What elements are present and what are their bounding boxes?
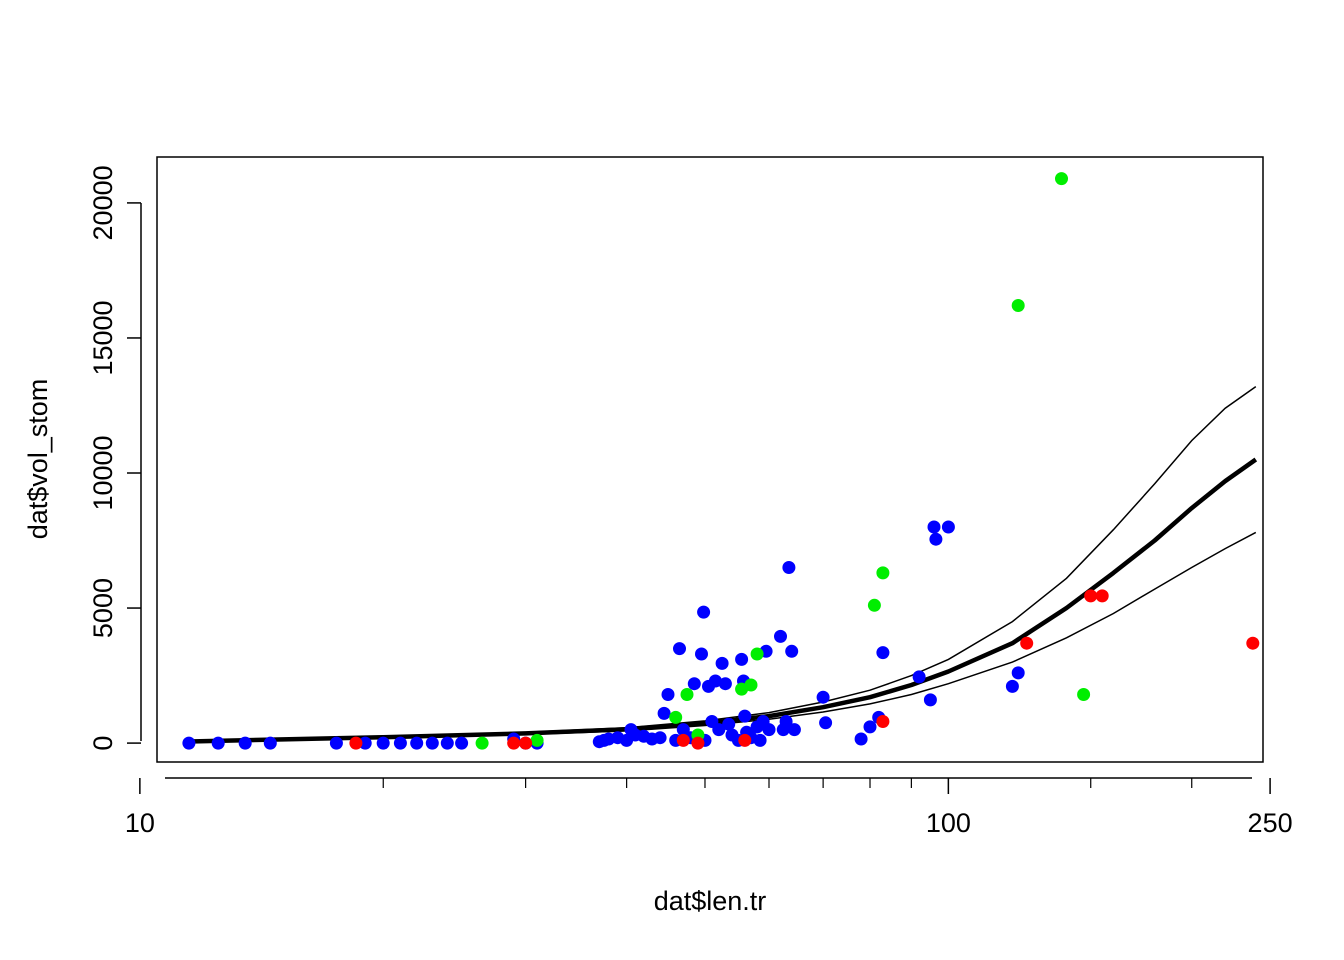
green-point bbox=[1077, 688, 1091, 701]
blue-point bbox=[753, 733, 767, 747]
green-point bbox=[1011, 299, 1025, 312]
blue-point bbox=[927, 520, 941, 534]
red-point bbox=[1095, 589, 1109, 603]
x-tick-label: 10 bbox=[125, 808, 155, 838]
y-tick-label: 5000 bbox=[88, 578, 118, 638]
blue-point bbox=[657, 706, 671, 720]
blue-point bbox=[816, 690, 830, 704]
green-point bbox=[475, 736, 489, 750]
red-point bbox=[1246, 636, 1260, 650]
blue-point bbox=[238, 736, 252, 750]
blue-point bbox=[854, 732, 868, 746]
blue-point bbox=[182, 736, 196, 750]
blue-point bbox=[455, 736, 469, 750]
blue-point bbox=[425, 736, 439, 750]
blue-point bbox=[695, 647, 708, 661]
blue-point bbox=[673, 642, 686, 656]
blue-point bbox=[661, 688, 675, 701]
blue-point bbox=[211, 736, 225, 750]
green-point bbox=[867, 598, 881, 612]
fit-lower-bound bbox=[188, 531, 1257, 743]
plot-frame bbox=[156, 156, 1264, 763]
blue-point bbox=[697, 605, 711, 619]
blue-point bbox=[687, 677, 701, 691]
blue-point bbox=[376, 736, 390, 750]
red-point bbox=[1084, 589, 1098, 603]
blue-point bbox=[358, 736, 372, 750]
blue-point bbox=[787, 723, 801, 737]
blue-point bbox=[440, 736, 454, 750]
green-point bbox=[1055, 172, 1068, 186]
fit-line bbox=[188, 457, 1258, 744]
blue-point bbox=[1011, 666, 1025, 680]
green-point bbox=[530, 733, 544, 747]
y-axis-title: dat$vol_stom bbox=[23, 379, 53, 540]
green-point bbox=[876, 566, 890, 580]
blue-point bbox=[735, 652, 749, 666]
red-point bbox=[519, 736, 533, 750]
x-axis: 10 100 250 bbox=[125, 777, 1293, 838]
y-axis: 0 5000 10000 15000 20000 bbox=[88, 165, 142, 751]
blue-point bbox=[779, 715, 793, 728]
blue-point bbox=[774, 629, 787, 643]
blue-point bbox=[863, 720, 877, 734]
red-point bbox=[876, 715, 890, 728]
red-point bbox=[691, 736, 705, 750]
red-point bbox=[1020, 636, 1034, 650]
y-tick-label: 20000 bbox=[88, 165, 118, 240]
blue-point bbox=[929, 532, 943, 546]
fit-lines bbox=[188, 385, 1258, 744]
blue-point bbox=[712, 723, 726, 737]
blue-point bbox=[782, 561, 796, 574]
y-tick-label: 0 bbox=[88, 736, 118, 751]
blue-point bbox=[1005, 679, 1019, 693]
blue-point bbox=[923, 693, 937, 707]
red-point bbox=[349, 736, 363, 750]
blue-point bbox=[722, 717, 736, 731]
x-tick-label: 100 bbox=[926, 808, 971, 838]
blue-point bbox=[410, 736, 424, 750]
blue-point bbox=[762, 723, 776, 737]
blue-point bbox=[329, 736, 343, 750]
green-point bbox=[744, 678, 758, 692]
green-point bbox=[669, 710, 683, 724]
green-point bbox=[680, 688, 694, 701]
data-points bbox=[182, 172, 1260, 750]
blue-point bbox=[785, 644, 799, 658]
blue-point bbox=[941, 520, 955, 534]
green-point bbox=[750, 647, 764, 661]
red-point bbox=[507, 736, 521, 750]
x-axis-title: dat$len.tr bbox=[654, 886, 767, 916]
x-tick-label: 250 bbox=[1248, 808, 1293, 838]
blue-point bbox=[738, 709, 752, 723]
blue-point bbox=[876, 646, 890, 660]
blue-point bbox=[708, 674, 722, 688]
red-point bbox=[676, 733, 690, 747]
blue-point bbox=[393, 736, 407, 750]
blue-point bbox=[912, 670, 926, 684]
red-point bbox=[738, 733, 752, 747]
blue-point bbox=[718, 677, 732, 691]
blue-point bbox=[263, 736, 277, 750]
blue-point bbox=[715, 656, 729, 670]
y-tick-label: 10000 bbox=[88, 435, 118, 510]
y-tick-label: 15000 bbox=[88, 300, 118, 375]
blue-point bbox=[653, 731, 667, 745]
blue-point bbox=[819, 716, 833, 730]
